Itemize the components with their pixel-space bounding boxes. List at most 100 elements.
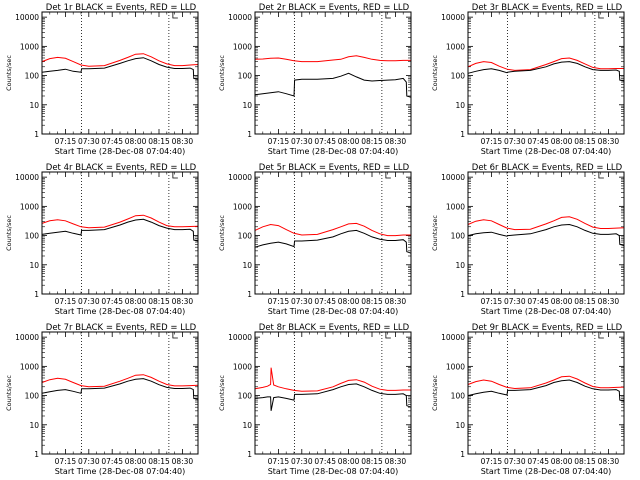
panel-det-2: Det 2r BLACK = Events, RED = LLD Counts/s… [218, 3, 412, 156]
x-tick-label: 08:30 [172, 457, 194, 466]
x-tick-label: 07:45 [101, 457, 123, 466]
x-axis-label: Start Time (28-Dec-08 07:04:40) [55, 467, 186, 476]
y-tick-label: 10000 [15, 333, 39, 342]
x-tick-label: 07:45 [527, 457, 549, 466]
y-tick-label: 1 [247, 130, 252, 139]
lld-line [41, 53, 199, 67]
y-tick-label: 10 [455, 261, 465, 270]
x-tick-label: 08:00 [551, 137, 573, 146]
y-tick-label: 100 [451, 72, 466, 81]
x-tick-label: 07:15 [481, 457, 503, 466]
x-tick-label: 08:15 [361, 457, 383, 466]
y-tick-label: 10000 [15, 13, 39, 22]
x-tick-label: 08:30 [172, 297, 194, 306]
panel-det-7: Det 7r BLACK = Events, RED = LLD Counts/s… [5, 323, 199, 476]
x-tick-label: 07:30 [504, 137, 526, 146]
y-tick-label: 1 [34, 130, 39, 139]
panel-det-8: Det 8r BLACK = Events, RED = LLD Counts/s… [218, 323, 412, 476]
panel-title: Det 5r BLACK = Events, RED = LLD [259, 163, 410, 173]
x-axis-label: Start Time (28-Dec-08 07:04:40) [268, 307, 399, 316]
x-tick-label: 07:15 [268, 137, 290, 146]
x-tick-label: 08:15 [148, 457, 170, 466]
y-axis-label: Counts/sec [5, 375, 13, 411]
y-tick-label: 1 [34, 290, 39, 299]
x-tick-label: 07:30 [504, 297, 526, 306]
panel-title: Det 7r BLACK = Events, RED = LLD [46, 323, 197, 333]
y-axis-label: Counts/sec [218, 375, 226, 411]
x-tick-label: 07:15 [55, 457, 77, 466]
events-line [467, 379, 625, 402]
panel-title: Det 4r BLACK = Events, RED = LLD [46, 163, 197, 173]
panel-det-5: Det 5r BLACK = Events, RED = LLD Counts/s… [218, 163, 412, 316]
bracket-mark [172, 12, 178, 19]
x-tick-label: 07:30 [291, 457, 313, 466]
plot-frame [41, 171, 199, 295]
x-tick-label: 07:30 [78, 297, 100, 306]
bracket-mark [385, 12, 391, 19]
y-tick-label: 100 [25, 232, 40, 241]
panel-det-3: Det 3r BLACK = Events, RED = LLD Counts/s… [431, 3, 625, 156]
panel-det-6: Det 6r BLACK = Events, RED = LLD Counts/s… [431, 163, 625, 316]
x-tick-label: 07:15 [481, 137, 503, 146]
lld-line [41, 374, 199, 388]
x-tick-label: 08:00 [125, 457, 147, 466]
x-tick-label: 08:30 [598, 137, 620, 146]
y-tick-label: 100 [451, 232, 466, 241]
x-tick-label: 07:30 [78, 137, 100, 146]
x-tick-label: 07:45 [314, 297, 336, 306]
x-axis-label: Start Time (28-Dec-08 07:04:40) [268, 467, 399, 476]
x-tick-label: 07:45 [314, 457, 336, 466]
x-tick-label: 08:15 [574, 297, 596, 306]
bracket-mark [385, 172, 391, 179]
y-tick-label: 1000 [233, 202, 252, 211]
y-tick-label: 1 [34, 450, 39, 459]
events-line [254, 383, 412, 411]
x-tick-label: 07:45 [527, 137, 549, 146]
x-tick-label: 07:15 [481, 297, 503, 306]
y-tick-label: 100 [238, 232, 253, 241]
y-tick-label: 100 [25, 392, 40, 401]
x-axis-label: Start Time (28-Dec-08 07:04:40) [55, 307, 186, 316]
bracket-mark [598, 172, 604, 179]
x-tick-label: 08:30 [385, 457, 407, 466]
x-tick-label: 07:30 [291, 297, 313, 306]
x-tick-label: 08:30 [385, 297, 407, 306]
y-tick-label: 1000 [233, 362, 252, 371]
y-axis-label: Counts/sec [431, 375, 439, 411]
x-axis-label: Start Time (28-Dec-08 07:04:40) [55, 147, 186, 156]
x-tick-label: 08:15 [148, 297, 170, 306]
events-line [254, 229, 412, 254]
y-tick-label: 1 [460, 130, 465, 139]
y-tick-label: 10 [455, 101, 465, 110]
lld-line [254, 222, 411, 237]
y-axis-label: Counts/sec [5, 215, 13, 251]
bracket-mark [172, 172, 178, 179]
panel-det-9: Det 9r BLACK = Events, RED = LLD Counts/s… [431, 323, 625, 476]
x-tick-label: 07:15 [55, 137, 77, 146]
y-tick-label: 1000 [233, 42, 252, 51]
y-tick-label: 1000 [446, 42, 465, 51]
x-tick-label: 08:30 [598, 297, 620, 306]
x-tick-label: 07:30 [78, 457, 100, 466]
y-axis-label: Counts/sec [431, 55, 439, 91]
bracket-mark [598, 332, 604, 339]
y-tick-label: 10 [29, 421, 39, 430]
y-axis-label: Counts/sec [218, 55, 226, 91]
y-tick-label: 10000 [15, 173, 39, 182]
plot-frame [254, 11, 412, 135]
plot-frame [467, 331, 625, 455]
lld-line [254, 55, 411, 63]
x-tick-label: 07:45 [101, 297, 123, 306]
lld-line [467, 57, 624, 71]
events-line [41, 378, 199, 400]
y-axis-label: Counts/sec [218, 215, 226, 251]
x-tick-label: 08:00 [338, 457, 360, 466]
x-tick-label: 08:15 [361, 297, 383, 306]
y-tick-label: 10 [455, 421, 465, 430]
x-tick-label: 08:00 [551, 457, 573, 466]
events-line [254, 72, 412, 98]
events-line [467, 223, 625, 247]
events-line [41, 57, 199, 80]
x-tick-label: 08:15 [574, 457, 596, 466]
